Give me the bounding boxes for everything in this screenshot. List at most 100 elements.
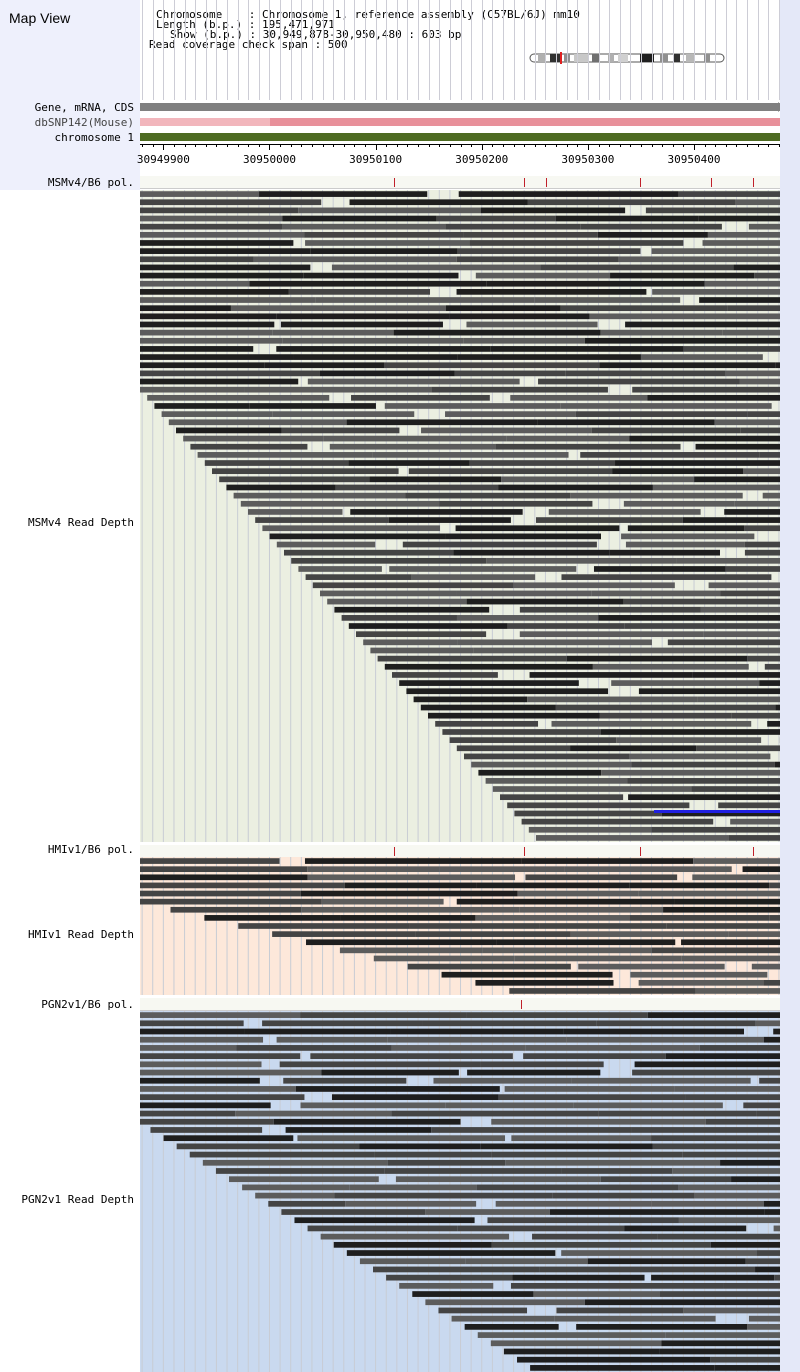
grid-line xyxy=(439,0,441,100)
grid-line xyxy=(216,0,218,100)
grid-line xyxy=(534,0,536,100)
chromosome-track-bar[interactable] xyxy=(140,133,780,141)
right-margin-strip xyxy=(780,0,800,1372)
grid-line xyxy=(471,0,473,100)
ruler-minor-tick xyxy=(598,144,600,147)
grid-line xyxy=(715,0,717,100)
read-depth-panel[interactable] xyxy=(140,1011,800,1372)
ruler-minor-tick xyxy=(428,144,430,147)
ruler-minor-tick xyxy=(502,144,504,147)
snp-marker[interactable] xyxy=(524,847,525,856)
ruler-minor-tick xyxy=(683,144,685,147)
grid-line xyxy=(301,0,303,100)
ruler-tick xyxy=(163,144,165,150)
ruler-minor-tick xyxy=(640,144,642,147)
grid-line xyxy=(375,0,377,100)
grid-line xyxy=(227,0,229,100)
ruler-minor-tick xyxy=(524,144,526,147)
grid-line xyxy=(672,0,674,100)
ruler-minor-tick xyxy=(237,144,239,147)
ruler-minor-tick xyxy=(471,144,473,147)
ruler-minor-tick xyxy=(619,144,621,147)
ruler-minor-tick xyxy=(418,144,420,147)
ruler-tick-label: 30950000 xyxy=(242,153,296,166)
snp-marker[interactable] xyxy=(753,178,754,187)
grid-line xyxy=(747,0,749,100)
ruler-minor-tick xyxy=(184,144,186,147)
grid-line xyxy=(640,0,642,100)
ruler-minor-tick xyxy=(365,144,366,147)
grid-line xyxy=(545,0,547,100)
grid-line xyxy=(556,0,558,100)
snp-marker[interactable] xyxy=(753,847,754,856)
grid-line xyxy=(418,0,420,100)
grid-line xyxy=(683,0,685,100)
grid-line xyxy=(598,0,600,100)
ruler-tick xyxy=(587,144,589,150)
msm-pol-label: MSMv4/B6 pol. xyxy=(47,176,134,189)
snp-marker[interactable] xyxy=(546,178,547,187)
ruler-minor-tick xyxy=(481,144,483,147)
ruler-minor-tick xyxy=(290,144,292,147)
ruler-minor-tick xyxy=(205,144,207,147)
grid-line xyxy=(195,0,197,100)
grid-line xyxy=(577,0,579,100)
ruler-minor-tick xyxy=(556,144,558,147)
snp-marker[interactable] xyxy=(711,178,712,187)
snp-track-bar-light xyxy=(140,118,270,126)
ruler-minor-tick xyxy=(513,144,515,147)
ruler-minor-tick xyxy=(566,144,568,147)
snp-track-bar[interactable] xyxy=(140,118,780,126)
grid-line xyxy=(322,0,324,100)
grid-line xyxy=(280,0,282,100)
grid-line xyxy=(609,0,611,100)
coverage-info: Read coverage check span : 500 xyxy=(149,38,348,51)
read-depth-panel[interactable] xyxy=(140,190,800,842)
ruler-minor-tick xyxy=(587,144,589,147)
grid-line xyxy=(163,0,165,100)
ruler-minor-tick xyxy=(354,144,356,147)
ruler-minor-tick xyxy=(757,144,759,147)
grid-line xyxy=(258,0,260,100)
grid-line xyxy=(396,0,398,100)
grid-line xyxy=(311,0,313,100)
ruler-minor-tick xyxy=(163,144,165,147)
grid-line xyxy=(343,0,345,100)
snp-marker[interactable] xyxy=(640,178,641,187)
read-depth-panel[interactable] xyxy=(140,857,800,995)
gene-track-bar[interactable] xyxy=(140,103,780,111)
chromosome-track-label: chromosome 1 xyxy=(54,131,134,144)
ideogram-position-marker xyxy=(560,52,562,64)
snp-marker[interactable] xyxy=(640,847,641,856)
grid-line xyxy=(662,0,664,100)
ruler-minor-tick xyxy=(534,144,536,147)
grid-line xyxy=(237,0,239,100)
ruler-minor-tick xyxy=(672,144,674,147)
grid-line xyxy=(630,0,632,100)
chromosome-ideogram[interactable] xyxy=(528,52,728,64)
ruler-minor-tick xyxy=(386,144,388,147)
grid-line xyxy=(142,0,144,100)
ruler-minor-tick xyxy=(333,144,335,147)
snp-marker[interactable] xyxy=(394,178,395,187)
ruler-minor-tick xyxy=(396,144,398,147)
ruler-minor-tick xyxy=(577,144,579,147)
snp-marker[interactable] xyxy=(524,178,525,187)
snp-marker[interactable] xyxy=(521,1000,522,1009)
polymorphism-track[interactable] xyxy=(140,176,780,189)
ruler-minor-tick xyxy=(343,144,345,147)
ruler-line xyxy=(140,144,780,145)
snp-marker[interactable] xyxy=(394,847,395,856)
ruler-minor-tick xyxy=(704,144,706,147)
ruler-minor-tick xyxy=(694,144,696,147)
grid-line xyxy=(736,0,738,100)
ruler-minor-tick xyxy=(651,144,653,147)
ruler-minor-tick xyxy=(301,144,303,147)
ruler-minor-tick xyxy=(322,144,324,147)
polymorphism-track[interactable] xyxy=(140,998,780,1011)
ruler-minor-tick xyxy=(630,144,632,147)
ruler-minor-tick xyxy=(662,144,664,147)
grid-line xyxy=(651,0,653,100)
ruler-tick-label: 30950200 xyxy=(455,153,509,166)
ruler-minor-tick xyxy=(269,144,271,147)
